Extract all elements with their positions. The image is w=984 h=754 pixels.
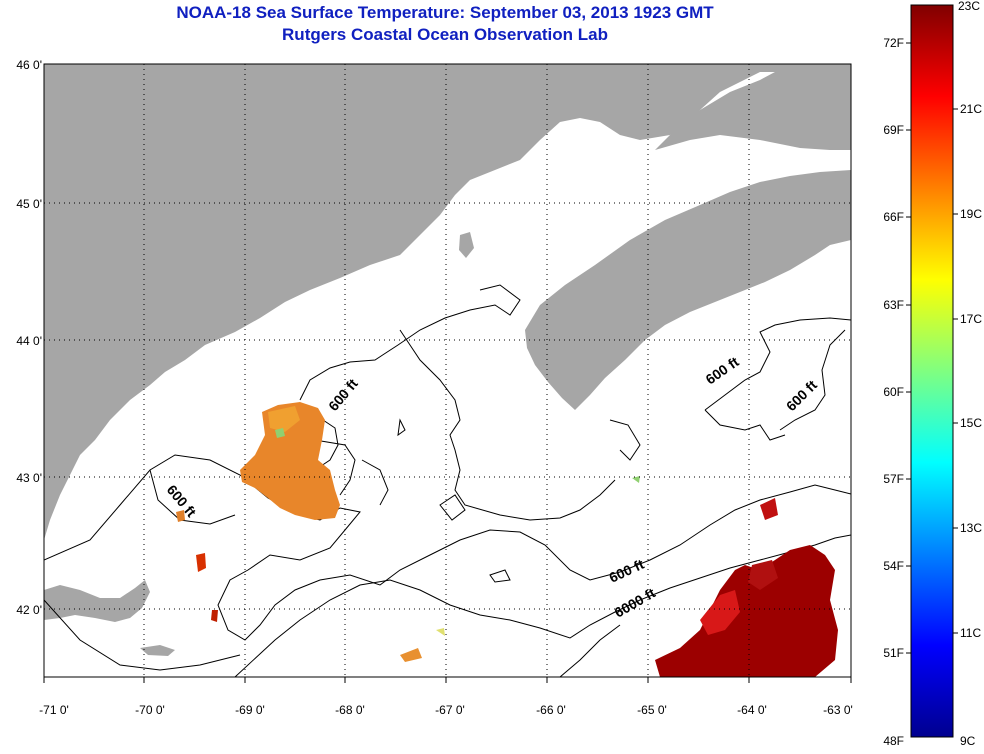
colorbar-f-63: 63F [883,298,904,312]
colorbar-f-54: 54F [883,559,904,573]
colorbar-f-66: 66F [883,210,904,224]
colorbar-f-57: 57F [883,472,904,486]
sst-patch-green-speck [275,428,285,438]
lat-label-44: 44 0' [16,334,42,348]
sst-patch-orange-west [176,510,185,522]
title-line-2: Rutgers Coastal Ocean Observation Lab [282,25,608,44]
lat-label-45: 45 0' [16,197,42,211]
lon-label-70: -70 0' [135,703,165,717]
colorbar-c-17: 17C [960,312,982,326]
colorbar-ticks [906,42,958,654]
colorbar [910,4,954,738]
lon-label-69: -69 0' [235,703,265,717]
lon-label-68: -68 0' [335,703,365,717]
sst-patch-green-east [632,476,640,483]
sst-patch-red-ne [760,498,778,520]
colorbar-f-51: 51F [883,646,904,660]
colorbar-c-19: 19C [960,207,982,221]
colorbar-f-69: 69F [883,123,904,137]
sst-patch-yellow-orange [268,406,300,432]
lon-label-65: -65 0' [637,703,667,717]
land-cape-cod [44,580,150,622]
sst-patch-orange-south [400,648,422,662]
axis-ticks [43,677,852,683]
lon-label-63: -63 0' [823,703,853,717]
colorbar-f-60: 60F [883,385,904,399]
grid-lines [44,64,851,677]
colorbar-c-15: 15C [960,416,982,430]
colorbar-f-72: 72F [883,36,904,50]
sst-patch-red-fringe [700,590,740,635]
sst-patch-red-east [748,560,778,590]
land-nantucket [140,645,175,656]
sst-patch-yellow-south [436,628,445,636]
lon-label-71: -71 0' [39,703,69,717]
sst-patch-red-small-2 [211,610,218,622]
colorbar-c-9: 9C [960,734,976,748]
land-maine-newbrunswick [44,64,851,540]
lon-label-67: -67 0' [435,703,465,717]
colorbar-c-13: 13C [960,521,982,535]
sst-data [176,402,838,677]
land-northeast [655,64,851,150]
lat-label-43: 43 0' [16,471,42,485]
lat-label-42: 42 0' [16,603,42,617]
land-grand-manan [459,232,474,258]
colorbar-c-11: 11C [960,626,981,640]
sst-patch-red-small-1 [196,553,206,572]
colorbar-c-23: 23C [958,0,980,13]
map-title: NOAA-18 Sea Surface Temperature: Septemb… [40,2,850,46]
lat-label-46: 46 0' [16,58,42,72]
colorbar-f-48: 48F [883,734,904,748]
title-line-1: NOAA-18 Sea Surface Temperature: Septemb… [176,3,714,22]
land-nova-scotia [525,170,851,410]
sst-patch-orange-main [240,402,340,520]
lon-label-64: -64 0' [737,703,767,717]
lon-label-66: -66 0' [536,703,566,717]
sst-patch-warm-core [655,545,838,677]
colorbar-c-21: 21C [960,102,982,116]
